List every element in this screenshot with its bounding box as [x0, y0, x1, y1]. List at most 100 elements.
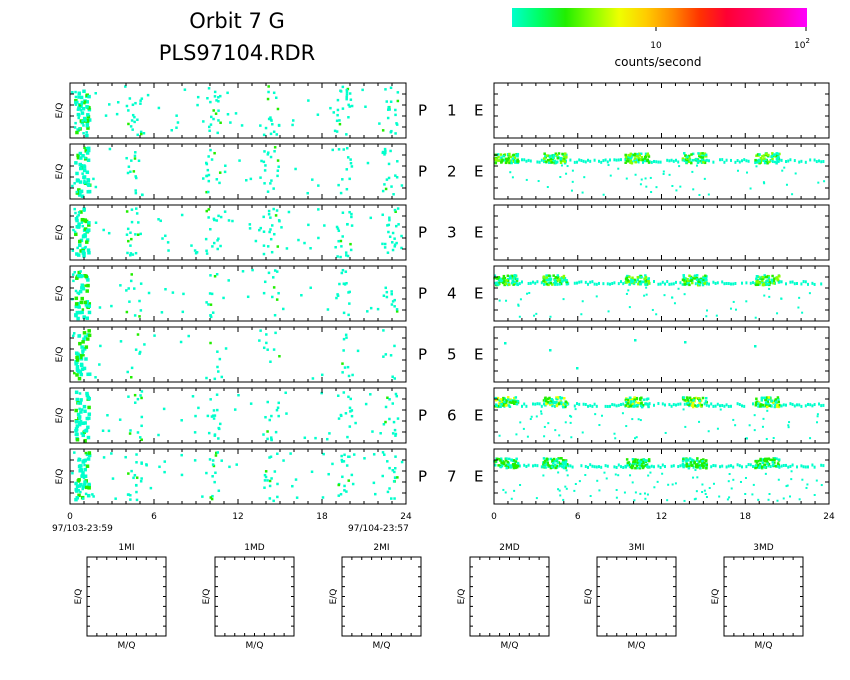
data-cell — [534, 463, 537, 467]
data-cell — [75, 428, 79, 432]
data-cell — [335, 225, 339, 229]
data-cell — [273, 232, 276, 236]
data-cell — [394, 434, 397, 437]
data-cell — [764, 152, 768, 156]
data-cell — [691, 405, 695, 409]
data-cell — [555, 160, 559, 164]
data-cell — [222, 296, 225, 300]
data-cell — [681, 462, 685, 466]
data-cell — [727, 404, 730, 408]
data-cell — [765, 405, 769, 409]
data-cell — [770, 278, 773, 282]
data-cell — [633, 159, 636, 163]
data-cell — [270, 250, 274, 254]
data-cell — [393, 305, 396, 308]
data-cell — [124, 85, 127, 88]
data-cell — [383, 246, 387, 249]
data-cell — [536, 160, 539, 164]
data-cell — [337, 239, 340, 243]
row-label-e: E — [474, 102, 483, 120]
data-cell — [542, 463, 545, 466]
data-cell — [135, 498, 139, 502]
data-cell — [638, 462, 642, 465]
data-cell — [562, 498, 565, 501]
data-cell — [634, 437, 637, 440]
data-cell — [499, 153, 503, 156]
data-cell — [563, 157, 566, 161]
data-cell — [504, 157, 508, 161]
data-cell — [267, 209, 271, 213]
data-cell — [752, 402, 754, 406]
data-cell — [791, 463, 794, 467]
data-cell — [382, 355, 385, 358]
data-cell — [542, 279, 546, 282]
data-cell — [231, 219, 234, 223]
data-cell — [736, 159, 739, 163]
data-cell — [73, 207, 76, 211]
data-cell — [670, 404, 673, 408]
left-x-tick: 6 — [151, 512, 157, 522]
data-cell — [545, 458, 548, 461]
data-cell — [698, 466, 702, 469]
data-cell — [641, 158, 644, 162]
data-cell — [270, 477, 273, 480]
data-cell — [217, 214, 220, 218]
data-cell — [635, 397, 639, 401]
data-cell — [382, 294, 386, 297]
data-cell — [92, 177, 95, 181]
data-cell — [99, 344, 102, 348]
data-cell — [267, 117, 271, 121]
data-cell — [384, 151, 387, 155]
data-cell — [762, 417, 765, 420]
data-cell — [126, 251, 129, 255]
data-cell — [499, 277, 502, 281]
data-cell — [657, 160, 660, 164]
data-cell — [510, 274, 513, 278]
data-cell — [632, 153, 635, 157]
data-cell — [276, 482, 279, 486]
data-cell — [755, 161, 759, 164]
data-cell — [345, 93, 349, 96]
data-cell — [631, 464, 635, 468]
data-cell — [83, 467, 87, 472]
data-cell — [775, 457, 778, 460]
data-cell — [556, 396, 560, 399]
data-cell — [555, 404, 559, 408]
data-cell — [344, 412, 348, 415]
data-cell — [133, 287, 136, 290]
data-cell — [395, 310, 399, 313]
data-cell — [345, 254, 348, 257]
data-cell — [549, 315, 552, 318]
data-cell — [636, 278, 640, 282]
row-label-number: 5 — [447, 346, 457, 364]
data-cell — [235, 463, 238, 466]
data-cell — [74, 361, 78, 366]
data-cell — [208, 458, 212, 461]
data-cell — [135, 490, 138, 494]
data-cell — [82, 476, 86, 480]
data-cell — [263, 486, 266, 489]
data-cell — [704, 153, 708, 157]
data-cell — [341, 85, 345, 89]
data-cell — [633, 398, 636, 401]
data-cell — [84, 485, 89, 490]
data-cell — [671, 296, 674, 299]
data-cell — [759, 458, 762, 462]
data-cell — [311, 377, 315, 380]
data-cell — [547, 422, 550, 425]
data-cell — [504, 161, 508, 165]
data-cell — [666, 280, 669, 284]
data-cell — [215, 99, 218, 102]
data-cell — [611, 282, 614, 286]
mass-panel-xlabel: M/Q — [501, 641, 519, 651]
data-cell — [348, 406, 352, 410]
data-cell — [284, 391, 287, 395]
data-cell — [74, 100, 78, 105]
data-cell — [87, 107, 92, 112]
data-cell — [500, 461, 504, 465]
data-cell — [85, 100, 89, 104]
data-cell — [275, 209, 279, 212]
data-cell — [523, 158, 526, 162]
data-cell — [631, 276, 634, 280]
